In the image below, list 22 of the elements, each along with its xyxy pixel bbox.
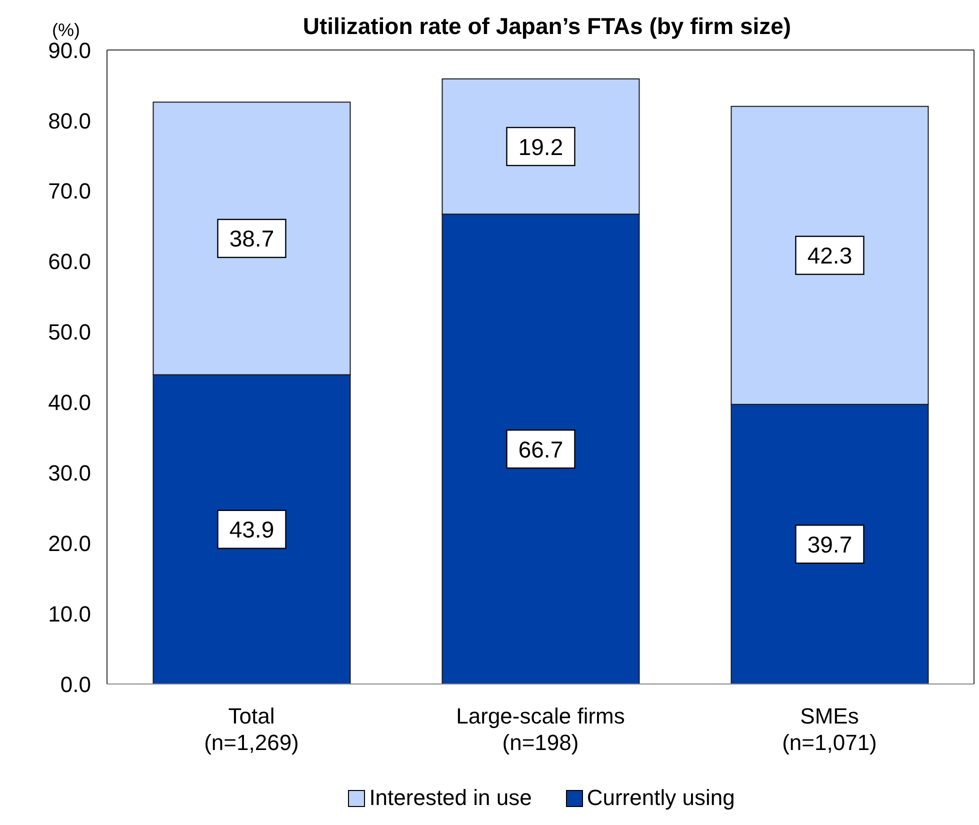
data-label: 19.2	[518, 134, 564, 160]
y-tick-label: 70.0	[48, 178, 91, 204]
y-tick-label: 50.0	[48, 320, 91, 345]
y-tick-label: 30.0	[48, 460, 91, 486]
y-tick-label: 60.0	[48, 249, 91, 274]
data-label: 66.7	[518, 436, 564, 462]
chart-title: Utilization rate of Japan’s FTAs (by firm size)	[302, 12, 792, 40]
y-tick-label: 40.0	[48, 390, 91, 416]
data-label: 42.3	[807, 242, 852, 269]
data-label: 39.7	[807, 531, 852, 558]
legend-label: Currently using	[586, 785, 735, 811]
y-tick-label: 10.0	[48, 601, 91, 626]
data-label: 38.7	[229, 226, 274, 252]
data-label: 43.9	[229, 516, 274, 543]
y-tick-label: 20.0	[48, 530, 91, 556]
x-tick-label: Large-scale firms (n=198)	[456, 704, 625, 755]
y-tick-label: 80.0	[48, 108, 91, 134]
x-tick-label: Total (n=1,269)	[204, 704, 299, 755]
x-tick-label: SMEs (n=1,071)	[782, 704, 877, 755]
y-tick-label: 0.0	[60, 672, 91, 697]
legend-label: Interested in use	[369, 785, 532, 811]
y-axis-title: (%)	[52, 20, 80, 40]
